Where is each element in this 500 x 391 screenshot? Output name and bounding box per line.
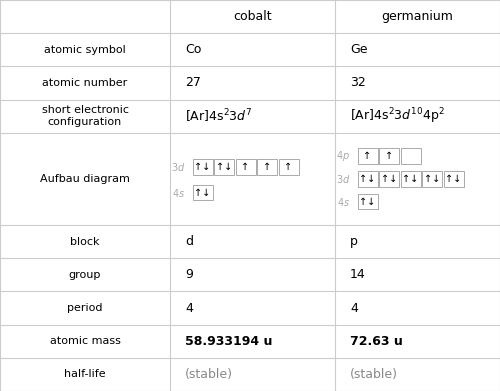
FancyBboxPatch shape (358, 194, 378, 210)
Text: $\mathrm{[Ar]4s^2\mathit{3d}^7}$: $\mathrm{[Ar]4s^2\mathit{3d}^7}$ (185, 108, 252, 125)
FancyBboxPatch shape (400, 171, 420, 187)
FancyBboxPatch shape (358, 149, 378, 164)
FancyBboxPatch shape (192, 185, 212, 201)
Text: ↑↓: ↑↓ (216, 162, 232, 172)
Text: germanium: germanium (382, 10, 454, 23)
Text: 27: 27 (185, 77, 201, 90)
Text: ↑↓: ↑↓ (446, 174, 462, 184)
Text: cobalt: cobalt (233, 10, 272, 23)
Text: 9: 9 (185, 268, 193, 281)
Text: ↑: ↑ (263, 162, 271, 172)
Text: Aufbau diagram: Aufbau diagram (40, 174, 130, 184)
Text: ↑↓: ↑↓ (424, 174, 440, 184)
Text: ↑↓: ↑↓ (194, 162, 210, 172)
Text: block: block (70, 237, 100, 247)
Text: Co: Co (185, 43, 202, 56)
FancyBboxPatch shape (379, 149, 399, 164)
Text: $4p$: $4p$ (336, 149, 350, 163)
Text: ↑↓: ↑↓ (360, 174, 376, 184)
Text: atomic symbol: atomic symbol (44, 45, 126, 55)
Text: ↑↓: ↑↓ (402, 174, 418, 184)
Text: d: d (185, 235, 193, 248)
FancyBboxPatch shape (214, 160, 234, 175)
Text: 14: 14 (350, 268, 366, 281)
Text: $4s$: $4s$ (337, 196, 350, 208)
Text: atomic mass: atomic mass (50, 336, 120, 346)
FancyBboxPatch shape (192, 160, 212, 175)
Text: half-life: half-life (64, 369, 106, 379)
FancyBboxPatch shape (422, 171, 442, 187)
Text: ↑: ↑ (242, 162, 250, 172)
Text: (stable): (stable) (185, 368, 233, 381)
Text: $\mathrm{[Ar]4s^2\mathit{3d}^{10}4p^2}$: $\mathrm{[Ar]4s^2\mathit{3d}^{10}4p^2}$ (350, 106, 445, 126)
FancyBboxPatch shape (236, 160, 256, 175)
Text: 4: 4 (185, 301, 193, 314)
Text: $3d$: $3d$ (170, 161, 185, 173)
Text: ↑↓: ↑↓ (194, 188, 210, 197)
Text: $3d$: $3d$ (336, 173, 350, 185)
Text: (stable): (stable) (350, 368, 398, 381)
FancyBboxPatch shape (400, 149, 420, 164)
Text: ↑: ↑ (364, 151, 372, 161)
FancyBboxPatch shape (444, 171, 464, 187)
Text: group: group (69, 270, 101, 280)
Text: 4: 4 (350, 301, 358, 314)
Text: ↑↓: ↑↓ (381, 174, 397, 184)
FancyBboxPatch shape (278, 160, 298, 175)
Text: $4s$: $4s$ (172, 187, 185, 199)
FancyBboxPatch shape (379, 171, 399, 187)
Text: period: period (67, 303, 103, 313)
FancyBboxPatch shape (257, 160, 277, 175)
Text: atomic number: atomic number (42, 78, 127, 88)
Text: short electronic
configuration: short electronic configuration (42, 106, 128, 127)
Text: ↑: ↑ (284, 162, 292, 172)
FancyBboxPatch shape (358, 171, 378, 187)
Text: p: p (350, 235, 358, 248)
Text: 58.933194 u: 58.933194 u (185, 335, 272, 348)
Text: ↑↓: ↑↓ (360, 197, 376, 206)
Text: Ge: Ge (350, 43, 368, 56)
Text: 72.63 u: 72.63 u (350, 335, 403, 348)
Text: 32: 32 (350, 77, 366, 90)
Text: ↑: ↑ (385, 151, 393, 161)
